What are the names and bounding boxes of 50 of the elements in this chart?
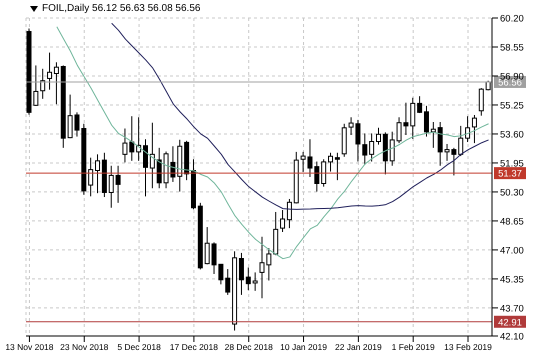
y-tick-label: 47.00	[500, 245, 524, 256]
ref-line-label: 42.91	[498, 317, 522, 328]
candlestick	[260, 236, 264, 299]
candlestick	[396, 116, 402, 144]
candlestick	[54, 62, 59, 105]
y-tick-label: 58.55	[500, 42, 524, 54]
y-tick-label: 48.65	[500, 216, 524, 228]
candlestick	[280, 210, 286, 232]
x-tick-label: 5 Dec 2018	[117, 342, 162, 352]
y-tick-label: 60.20	[500, 13, 524, 24]
x-tick-label: 28 Dec 2018	[224, 342, 274, 352]
candlestick	[472, 114, 477, 144]
y-tick-label: 51.95	[500, 158, 524, 170]
candlestick	[47, 52, 52, 90]
y-tick-label: 50.30	[500, 187, 524, 198]
x-tick-label: 13 Nov 2018	[5, 342, 54, 352]
candlestick	[424, 105, 429, 138]
candlestick	[143, 138, 148, 197]
candlestick	[95, 154, 100, 194]
y-tick-label: 43.70	[500, 303, 524, 314]
candlestick	[376, 127, 381, 146]
candlestick	[286, 198, 292, 229]
candlestick	[348, 116, 354, 136]
candlestick	[465, 116, 470, 143]
y-tick-label: 42.10	[500, 331, 524, 342]
x-tick-label: 23 Nov 2018	[60, 342, 109, 352]
x-tick-label: 10 Jan 2019	[280, 342, 328, 352]
candlestick	[238, 252, 244, 296]
candlestick	[355, 119, 360, 162]
candlestick	[122, 128, 128, 163]
x-tick-label: 22 Jan 2019	[334, 342, 382, 352]
candlestick	[444, 143, 450, 162]
chart-title: FOIL,Daily 56.12 56.63 56.08 56.56	[42, 3, 200, 15]
candlestick	[334, 152, 340, 181]
y-tick-label: 53.60	[500, 129, 524, 140]
y-tick-label: 55.25	[500, 100, 524, 112]
ref-line-label: 51.37	[498, 168, 522, 180]
y-tick-label: 45.35	[500, 274, 524, 286]
candlestick	[307, 138, 312, 178]
x-tick-label: 13 Feb 2019	[444, 342, 492, 352]
candlestick	[33, 64, 38, 106]
candlestick	[116, 165, 121, 204]
candlestick	[74, 112, 80, 138]
line-series	[56, 26, 490, 260]
candlestick	[328, 152, 334, 172]
x-tick-label: 1 Feb 2019	[392, 342, 435, 352]
x-tick-label: 17 Dec 2018	[170, 342, 218, 352]
candlestick	[40, 68, 46, 100]
candlestick	[212, 242, 217, 274]
candlestick	[403, 102, 408, 136]
